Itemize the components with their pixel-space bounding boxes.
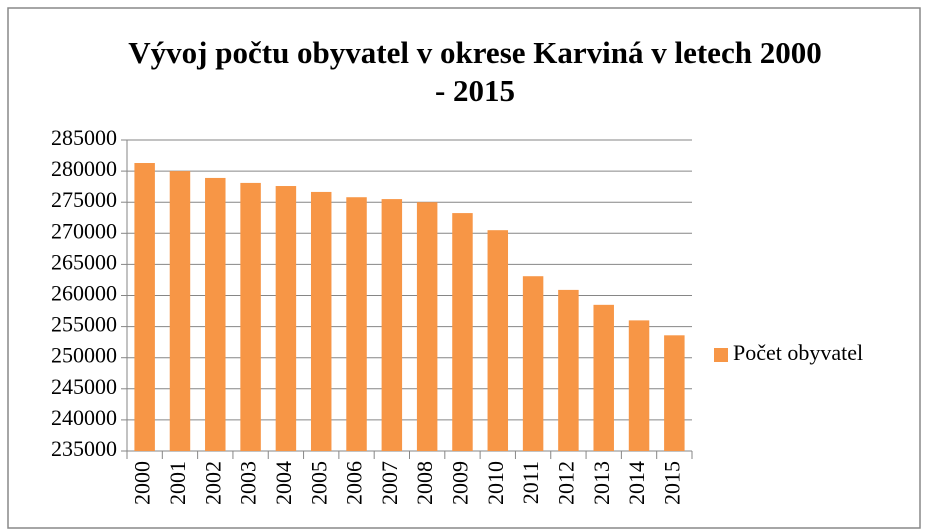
bar (381, 199, 403, 451)
x-tick-label: 2015 (659, 461, 684, 505)
y-tick-label: 260000 (51, 281, 117, 306)
x-tick-label: 2000 (130, 461, 155, 505)
x-tick-label: 2014 (624, 461, 649, 505)
bar (310, 191, 332, 451)
x-tick-label: 2009 (448, 461, 473, 505)
y-tick-label: 245000 (51, 374, 117, 399)
bar (240, 182, 261, 451)
y-tick-label: 240000 (51, 405, 117, 430)
bar (452, 213, 473, 451)
chart-title: Vývoj počtu obyvatel v okrese Karviná v … (128, 35, 822, 108)
bar (205, 177, 226, 451)
x-tick-label: 2012 (553, 461, 578, 505)
x-tick-label: 2003 (236, 461, 261, 505)
x-tick-label: 2007 (377, 461, 402, 505)
bar (522, 276, 544, 451)
x-tick-label: 2004 (271, 461, 296, 505)
x-tick-label: 2005 (306, 461, 331, 505)
bar (346, 197, 367, 451)
legend-swatch (714, 348, 728, 362)
chart-border (7, 7, 921, 529)
bar (664, 335, 685, 451)
bar (628, 320, 650, 451)
x-tick-label: 2013 (589, 461, 614, 505)
bar (593, 304, 614, 451)
x-tick-label: 2010 (483, 461, 508, 505)
y-tick-label: 285000 (51, 125, 117, 150)
bar (558, 289, 579, 451)
y-tick-label: 275000 (51, 187, 117, 212)
bar (275, 186, 297, 451)
x-tick-label: 2006 (342, 461, 367, 505)
y-tick-label: 280000 (51, 156, 117, 181)
y-tick-label: 265000 (51, 249, 117, 274)
x-tick-label: 2011 (518, 461, 543, 504)
x-tick-label: 2008 (412, 461, 437, 505)
bar (487, 230, 509, 451)
legend-label: Počet obyvatel (733, 340, 863, 365)
y-tick-label: 255000 (51, 312, 117, 337)
bar (416, 202, 438, 451)
x-tick-label: 2002 (200, 461, 225, 505)
x-tick-label: 2001 (165, 461, 190, 505)
bar (169, 171, 191, 451)
y-tick-label: 235000 (51, 436, 117, 461)
bar (134, 163, 155, 451)
y-tick-label: 270000 (51, 218, 117, 243)
y-tick-label: 250000 (51, 343, 117, 368)
